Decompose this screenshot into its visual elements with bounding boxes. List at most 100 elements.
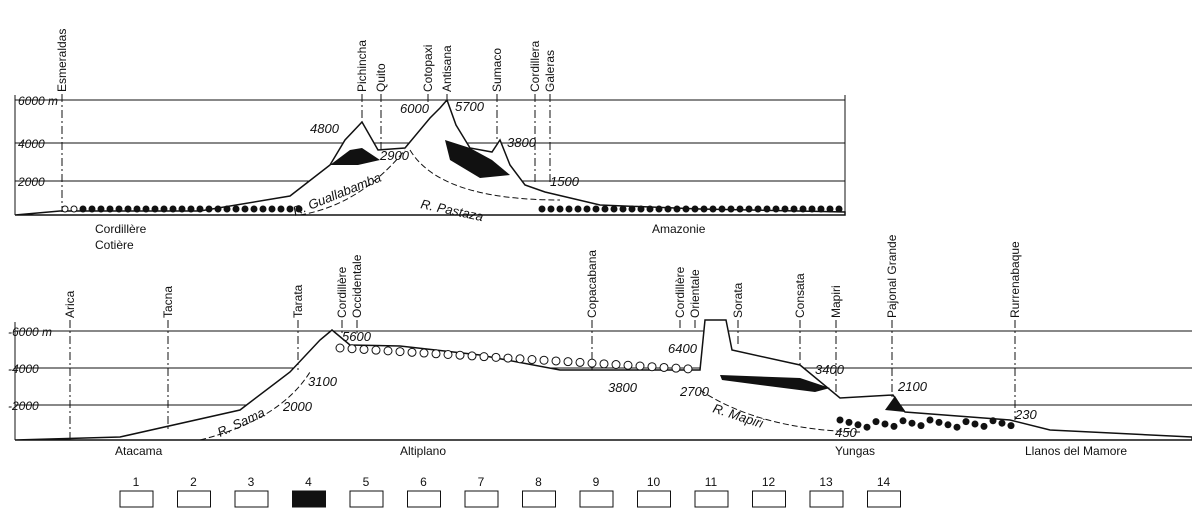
pebble: [700, 205, 708, 213]
bottom-volcanic-fill: [720, 375, 830, 392]
legend-number: 3: [248, 475, 255, 489]
pebble: [718, 205, 726, 213]
pebble: [611, 360, 621, 370]
pebble: [623, 360, 633, 370]
place-label: Tacna: [161, 286, 175, 318]
legend-number: 2: [190, 475, 197, 489]
pebble: [691, 205, 699, 213]
legend-number: 4: [305, 475, 312, 489]
place-labels: Esmeraldas Pichincha Quito Cotopaxi Antisana…: [55, 29, 1022, 440]
pebble: [709, 205, 717, 213]
place-label: Quito: [374, 63, 388, 92]
bottom-volcanic-fill: [885, 396, 905, 412]
pebble: [682, 205, 690, 213]
place-label: Cordillera: [528, 40, 542, 92]
elevations: 4800 2900 6000 5700 3800 1500 5600 3100 …: [282, 99, 1037, 440]
pebble: [763, 205, 771, 213]
legend-number: 10: [647, 475, 661, 489]
pebble: [592, 205, 600, 213]
pebble: [659, 362, 669, 372]
pebble: [890, 422, 898, 430]
place-label: Cordillère: [673, 266, 687, 318]
place-label: Tarata: [291, 284, 305, 318]
legend-swatch: [234, 490, 269, 508]
pebble: [551, 356, 561, 366]
legend-swatch: [177, 490, 211, 508]
pebble: [395, 347, 405, 357]
pebble: [826, 205, 834, 213]
pebble: [455, 350, 465, 360]
pebble: [515, 354, 525, 364]
elevation: 5700: [455, 99, 485, 114]
pebble: [538, 205, 546, 213]
place-label: Orientale: [688, 269, 702, 318]
pebble: [241, 205, 249, 213]
pebble: [854, 421, 862, 429]
pebble: [635, 361, 645, 371]
pebble: [646, 205, 654, 213]
pebble: [347, 344, 357, 354]
pebble: [187, 205, 195, 213]
elevation: 3800: [608, 380, 638, 395]
pebble: [899, 417, 907, 425]
pebble: [583, 205, 591, 213]
pebble: [944, 421, 952, 429]
pebble: [953, 423, 961, 431]
legend-number: 13: [819, 475, 833, 489]
elevation: 1500: [550, 174, 580, 189]
axis-label: 4000: [18, 137, 45, 151]
pebble: [407, 347, 417, 357]
axis-label: -4000: [8, 362, 39, 376]
legend-number: 7: [478, 475, 485, 489]
pebble: [232, 205, 240, 213]
elevation: 3100: [308, 374, 338, 389]
pebble: [835, 205, 843, 213]
pebble: [503, 353, 513, 363]
pebble: [799, 205, 807, 213]
pebble: [539, 355, 549, 365]
legend-swatch: [119, 490, 154, 508]
pebble: [817, 205, 825, 213]
pebble: [845, 418, 853, 426]
elevation: 2000: [282, 399, 313, 414]
pebble: [479, 352, 489, 362]
pebble: [673, 205, 681, 213]
legend-swatch: [522, 490, 556, 508]
region-label: Cordillère: [95, 222, 147, 236]
legend-swatch: [292, 490, 326, 508]
place-label: Copacabana: [585, 250, 599, 318]
pebble: [575, 357, 585, 367]
pebble: [754, 205, 762, 213]
place-label: Sumaco: [490, 48, 504, 92]
pebble: [599, 359, 609, 369]
pebble: [772, 205, 780, 213]
elevation: 3400: [815, 362, 845, 377]
pebble: [214, 205, 222, 213]
legend-number: 5: [363, 475, 370, 489]
pebble: [790, 205, 798, 213]
pebble: [151, 205, 159, 213]
elevation: 230: [1014, 407, 1037, 422]
pebble: [556, 205, 564, 213]
pebble: [872, 418, 880, 426]
pebble: [980, 422, 988, 430]
pebble: [223, 205, 231, 213]
pebble: [106, 205, 114, 213]
pebble: [491, 352, 501, 362]
pebble: [935, 418, 943, 426]
legend-number: 12: [762, 475, 776, 489]
top-axis-labels: 6000 m 4000 2000: [17, 94, 58, 189]
pebble: [115, 205, 123, 213]
elevation: 3800: [507, 135, 537, 150]
pebble: [70, 205, 78, 213]
axis-label: 6000 m: [18, 94, 58, 108]
top-river: [409, 149, 561, 201]
bottom-river: [199, 371, 311, 441]
pebble: [169, 205, 177, 213]
pebble: [467, 351, 477, 361]
place-label: Rurrenabaque: [1008, 241, 1022, 318]
pebble: [683, 364, 693, 374]
legend-number: 8: [535, 475, 542, 489]
legend-number: 14: [877, 475, 891, 489]
